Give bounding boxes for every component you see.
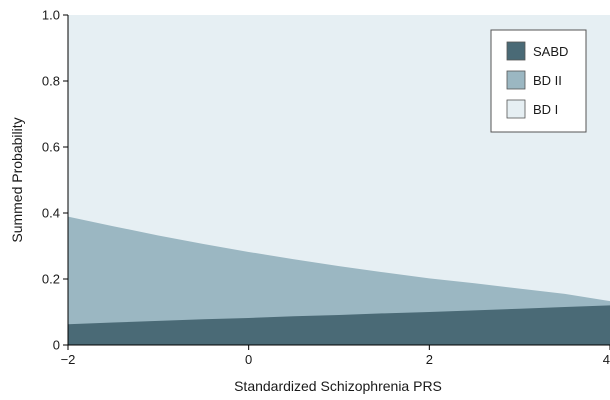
- x-axis-label: Standardized Schizophrenia PRS: [234, 378, 442, 394]
- x-tick-label: 2: [426, 352, 433, 367]
- axes: [63, 14, 610, 350]
- legend-label-sabd: SABD: [533, 44, 568, 59]
- legend-swatch-bd-ii: [506, 70, 526, 90]
- area-layers: [68, 15, 610, 345]
- y-tick-label: 0.4: [42, 206, 60, 221]
- legend: SABD BD II BD I: [490, 29, 587, 133]
- legend-swatch-bd-i: [506, 99, 526, 119]
- x-tick-label: −2: [61, 352, 76, 367]
- y-tick-label: 1.0: [42, 8, 60, 23]
- y-tick-label: 0.8: [42, 74, 60, 89]
- y-axis-label: Summed Probability: [9, 117, 25, 242]
- area-sabd: [68, 305, 610, 345]
- legend-swatch-sabd: [506, 41, 526, 61]
- y-tick-label: 0: [53, 338, 60, 353]
- y-tick-label: 0.2: [42, 272, 60, 287]
- legend-label-bd-i: BD I: [533, 102, 558, 117]
- x-tick-label: 0: [245, 352, 252, 367]
- tick-labels: 00.20.40.60.81.0−2 0 2 4: [42, 8, 610, 368]
- y-tick-label: 0.6: [42, 140, 60, 155]
- legend-label-bd-ii: BD II: [533, 73, 562, 88]
- x-tick-label: 4: [603, 352, 610, 367]
